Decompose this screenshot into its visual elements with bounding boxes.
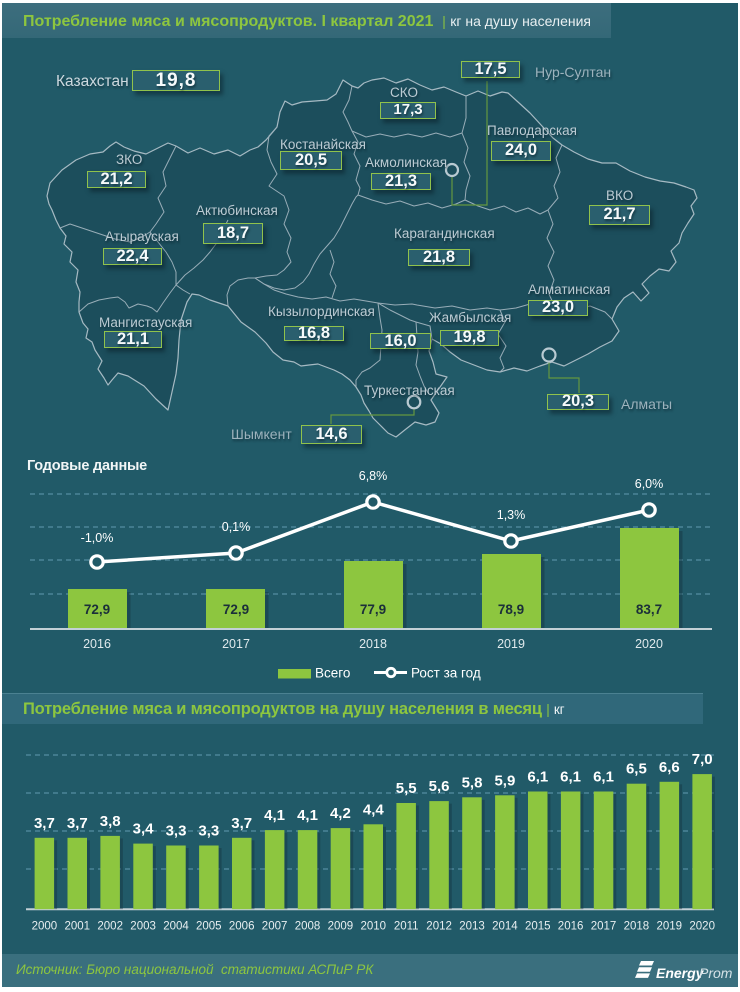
svg-text:Рост за год: Рост за год: [411, 666, 481, 681]
svg-text:5,8: 5,8: [462, 774, 483, 791]
svg-text:72,9: 72,9: [223, 602, 249, 617]
svg-text:2003: 2003: [130, 921, 156, 933]
svg-text:0,1%: 0,1%: [222, 520, 251, 534]
svg-text:3,3: 3,3: [166, 823, 187, 840]
svg-text:2019: 2019: [497, 637, 525, 651]
svg-text:83,7: 83,7: [636, 602, 662, 617]
svg-text:Energy: Energy: [656, 965, 705, 981]
svg-text:3,8: 3,8: [100, 813, 121, 830]
svg-text:3,7: 3,7: [231, 815, 252, 832]
svg-text:4,2: 4,2: [330, 805, 351, 822]
svg-text:3,3: 3,3: [198, 823, 219, 840]
svg-text:5,9: 5,9: [494, 772, 515, 789]
svg-text:2012: 2012: [426, 921, 452, 933]
svg-text:7,0: 7,0: [692, 751, 713, 768]
svg-text:2011: 2011: [394, 921, 419, 933]
svg-text:2002: 2002: [97, 921, 123, 933]
svg-text:Всего: Всего: [315, 666, 350, 681]
svg-text:2018: 2018: [359, 637, 387, 651]
svg-text:2004: 2004: [163, 921, 189, 933]
svg-text:6,6: 6,6: [659, 759, 680, 776]
svg-text:72,9: 72,9: [84, 602, 110, 617]
svg-text:2014: 2014: [492, 921, 518, 933]
svg-text:2000: 2000: [32, 921, 58, 933]
svg-text:-1,0%: -1,0%: [81, 531, 114, 545]
svg-text:2005: 2005: [196, 921, 222, 933]
svg-text:78,9: 78,9: [498, 602, 524, 617]
svg-text:3,4: 3,4: [133, 821, 155, 838]
svg-text:Prom: Prom: [699, 965, 733, 981]
svg-text:1,3%: 1,3%: [497, 508, 526, 522]
svg-text:2015: 2015: [525, 921, 551, 933]
svg-text:2017: 2017: [222, 637, 250, 651]
svg-text:4,4: 4,4: [363, 801, 385, 818]
svg-text:2020: 2020: [689, 921, 715, 933]
svg-text:6,5: 6,5: [626, 761, 647, 778]
svg-text:4,1: 4,1: [264, 807, 285, 824]
svg-text:6,1: 6,1: [593, 769, 614, 786]
svg-text:3,7: 3,7: [67, 815, 88, 832]
svg-text:5,6: 5,6: [429, 778, 450, 795]
svg-text:2018: 2018: [624, 921, 650, 933]
svg-text:6,0%: 6,0%: [635, 477, 664, 491]
svg-text:2016: 2016: [558, 921, 584, 933]
svg-text:77,9: 77,9: [360, 602, 386, 617]
svg-text:2001: 2001: [65, 921, 91, 933]
svg-text:2009: 2009: [328, 921, 354, 933]
svg-text:2020: 2020: [635, 637, 663, 651]
svg-text:2010: 2010: [361, 921, 387, 933]
svg-text:4,1: 4,1: [297, 807, 318, 824]
svg-text:3,7: 3,7: [34, 815, 55, 832]
svg-text:2008: 2008: [295, 921, 321, 933]
svg-text:2006: 2006: [229, 921, 255, 933]
svg-text:6,1: 6,1: [527, 769, 548, 786]
svg-text:2017: 2017: [591, 921, 617, 933]
svg-text:6,1: 6,1: [560, 769, 581, 786]
svg-text:2013: 2013: [459, 921, 485, 933]
svg-text:6,8%: 6,8%: [359, 469, 388, 483]
svg-text:2007: 2007: [262, 921, 288, 933]
svg-text:5,5: 5,5: [396, 780, 417, 797]
svg-text:2019: 2019: [657, 921, 683, 933]
svg-text:2016: 2016: [83, 637, 111, 651]
